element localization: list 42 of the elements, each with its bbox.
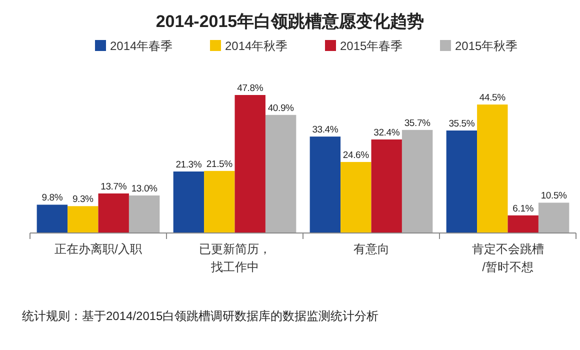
data-label: 47.8% — [237, 83, 264, 94]
bar — [508, 215, 538, 233]
legend-label: 2014年春季 — [110, 39, 173, 53]
data-label: 9.3% — [72, 194, 94, 206]
x-tick-label: 已更新简历，找工作中 — [198, 242, 271, 274]
bar — [371, 139, 402, 233]
text: 统计规则：基于2014/2015白领跳槽调研数据库的数据监测统计分析 — [22, 309, 379, 323]
bar — [98, 193, 129, 233]
bar — [402, 130, 433, 233]
bar — [340, 162, 372, 233]
bar — [173, 172, 204, 233]
legend-label: 2015年秋季 — [455, 39, 518, 53]
data-label: 35.5% — [448, 118, 476, 130]
data-label: 32.4% — [374, 127, 400, 138]
data-label: 9.8% — [42, 192, 64, 204]
bar — [204, 170, 235, 233]
bar — [128, 195, 160, 233]
bar — [234, 95, 266, 233]
data-label: 24.6% — [342, 150, 370, 161]
bar — [446, 130, 478, 233]
data-label: 44.5% — [479, 92, 506, 104]
legend-label: 2015年春季 — [340, 39, 403, 53]
x-tick-label: 有意向 — [353, 242, 390, 256]
data-label: 21.5% — [206, 158, 234, 170]
bar — [310, 136, 341, 233]
x-tick-label: 正在办离职/入职 — [54, 242, 142, 256]
bar — [68, 206, 98, 233]
bar — [36, 204, 68, 233]
data-label: 10.5% — [540, 190, 568, 202]
data-label: 21.3% — [176, 160, 202, 171]
x-tick-label: 肯定不会跳槽/暂时不想 — [472, 242, 544, 274]
legend-label: 2014年秋季 — [225, 39, 288, 53]
data-label: 13.7% — [100, 181, 128, 192]
bar — [477, 104, 508, 233]
bar — [538, 202, 570, 233]
data-label: 40.9% — [268, 102, 295, 114]
data-label: 13.0% — [131, 183, 158, 194]
data-label: 35.7% — [404, 118, 432, 129]
data-label: 33.4% — [312, 124, 339, 136]
data-label: 6.1% — [512, 203, 534, 214]
bar — [265, 114, 296, 233]
chart-title: 2014-2015年白领跳槽意愿变化趋势 — [156, 12, 424, 31]
